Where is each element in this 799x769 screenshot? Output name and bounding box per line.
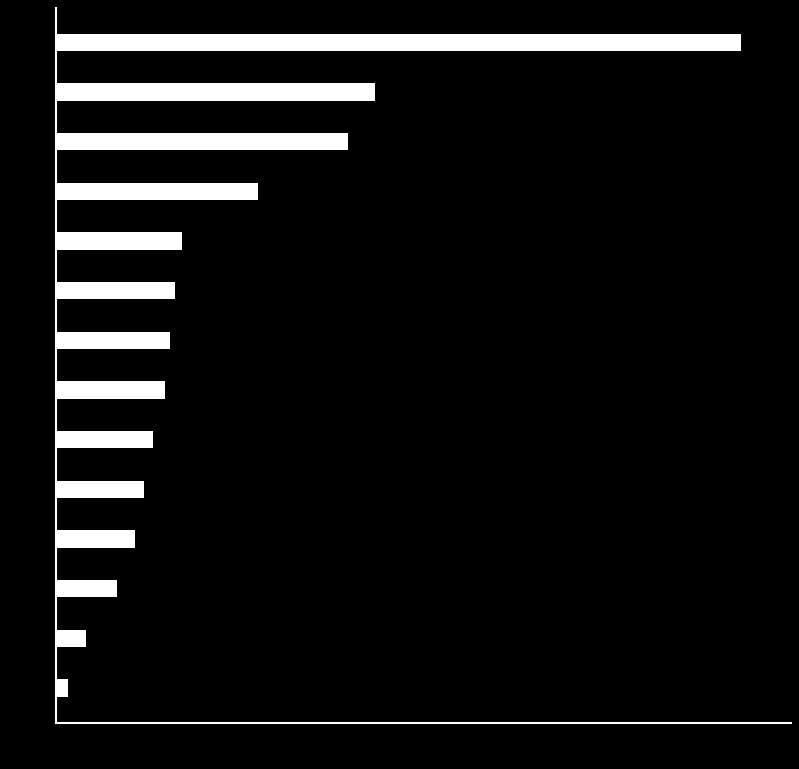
Bar	[56, 630, 86, 647]
Bar	[56, 331, 170, 349]
Bar	[56, 531, 135, 548]
Bar	[56, 580, 117, 598]
Bar	[56, 183, 259, 200]
Bar	[56, 133, 348, 151]
Bar	[56, 232, 182, 250]
Bar	[56, 83, 375, 101]
Bar	[56, 679, 68, 697]
Bar	[56, 381, 165, 399]
Bar	[56, 34, 741, 52]
Bar	[56, 282, 175, 299]
Bar	[56, 481, 144, 498]
Bar	[56, 431, 153, 448]
